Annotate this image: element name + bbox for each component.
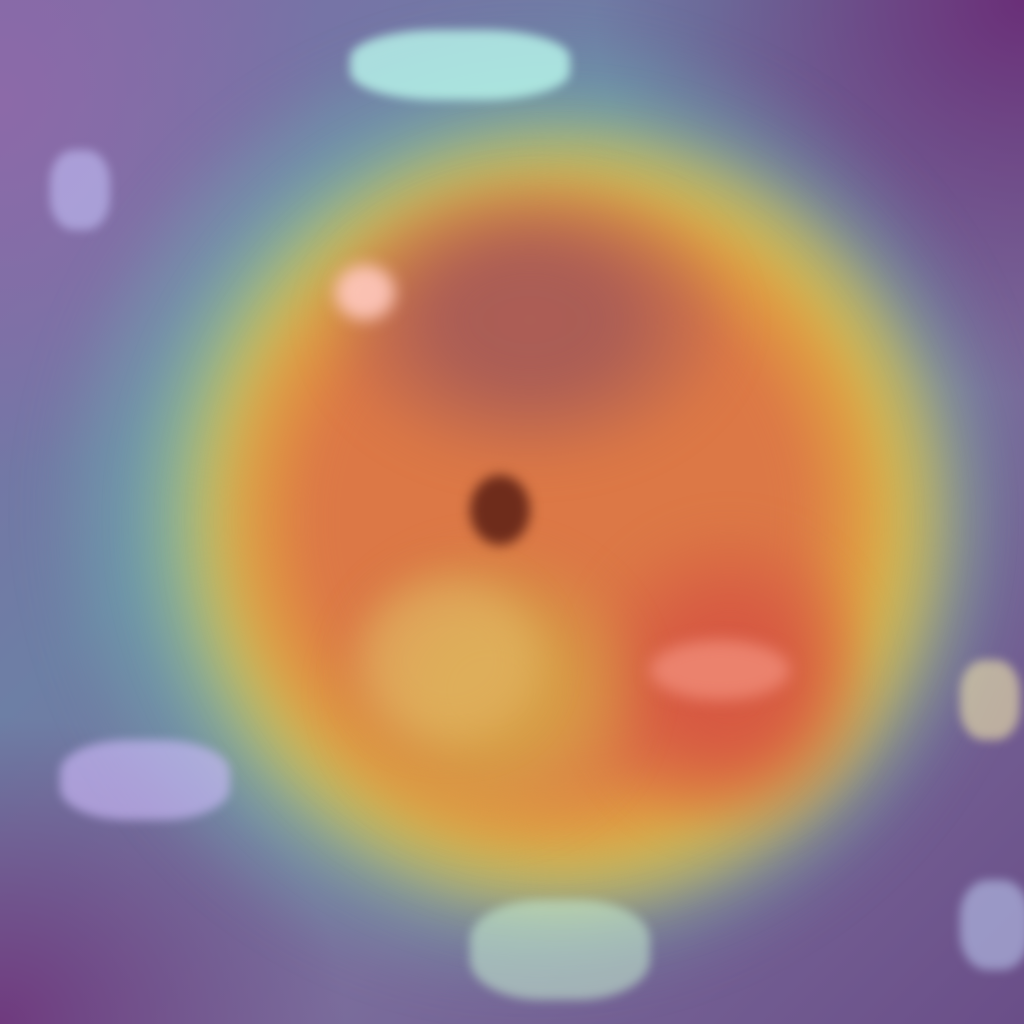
dark-spot: [470, 475, 530, 545]
highlight-spot: [335, 265, 395, 320]
heat-core-upper: [320, 170, 740, 470]
highlight-spot: [650, 640, 790, 700]
light-streak: [960, 880, 1024, 970]
light-streak: [50, 150, 110, 230]
light-streak: [470, 900, 650, 1000]
light-streak: [350, 30, 570, 100]
light-streak: [60, 740, 230, 820]
texture-blob: [360, 580, 540, 740]
light-streak: [960, 660, 1020, 740]
